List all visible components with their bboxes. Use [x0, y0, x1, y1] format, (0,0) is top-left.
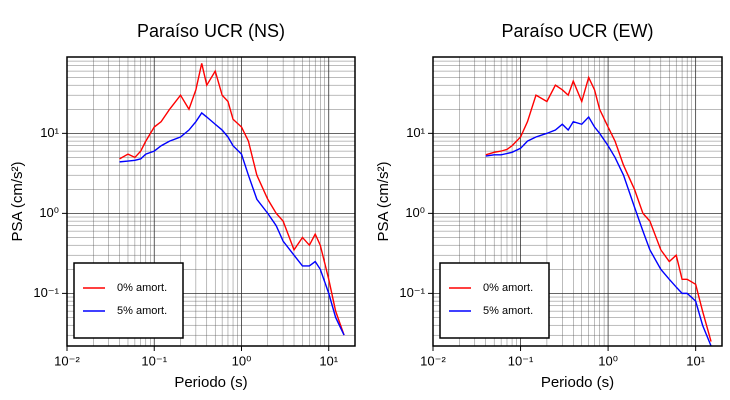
x-tick-label: 10⁻²: [420, 353, 446, 368]
x-tick-label: 10¹: [686, 353, 705, 368]
y-axis-label: PSA (cm/s²): [375, 161, 392, 241]
x-axis-label: Periodo (s): [541, 374, 614, 391]
y-tick-label: 10⁻¹: [399, 285, 425, 300]
x-tick-label: 10¹: [319, 353, 338, 368]
series-line: [485, 75, 712, 342]
x-tick-label: 10⁻¹: [508, 353, 534, 368]
x-tick-label: 10⁰: [598, 353, 618, 368]
x-tick-label: 10⁻¹: [141, 353, 167, 368]
y-tick-label: 10⁰: [405, 205, 425, 220]
series-line: [119, 63, 345, 336]
series-line: [119, 111, 345, 336]
series-line: [485, 115, 712, 347]
x-tick-label: 10⁰: [232, 353, 252, 368]
x-tick-label: 10⁻²: [54, 353, 80, 368]
legend-label: 5% amort.: [483, 305, 533, 317]
chart-title: Paraíso UCR (EW): [501, 21, 653, 41]
plot-frame: [66, 56, 356, 347]
plot-frame: [432, 56, 723, 347]
legend-box: [73, 262, 184, 339]
panel: 10⁻² 10⁻¹ 10⁰ 10¹ 10⁻¹ 10⁰ 10¹ 0% amort. 5% amor…: [9, 21, 356, 391]
x-axis-label: Periodo (s): [174, 374, 247, 391]
legend-label: 0% amort.: [483, 282, 533, 294]
legend-box: [439, 262, 550, 339]
y-tick-label: 10¹: [406, 125, 425, 140]
chart-title: Paraíso UCR (NS): [137, 21, 285, 41]
y-tick-label: 10⁰: [39, 205, 59, 220]
y-tick-label: 10¹: [40, 125, 59, 140]
panel: 10⁻² 10⁻¹ 10⁰ 10¹ 10⁻¹ 10⁰ 10¹ 0% amort. 5% amor…: [375, 21, 723, 391]
legend-label: 0% amort.: [117, 282, 167, 294]
y-axis-label: PSA (cm/s²): [9, 161, 26, 241]
y-tick-label: 10⁻¹: [33, 285, 59, 300]
legend-label: 5% amort.: [117, 305, 167, 317]
